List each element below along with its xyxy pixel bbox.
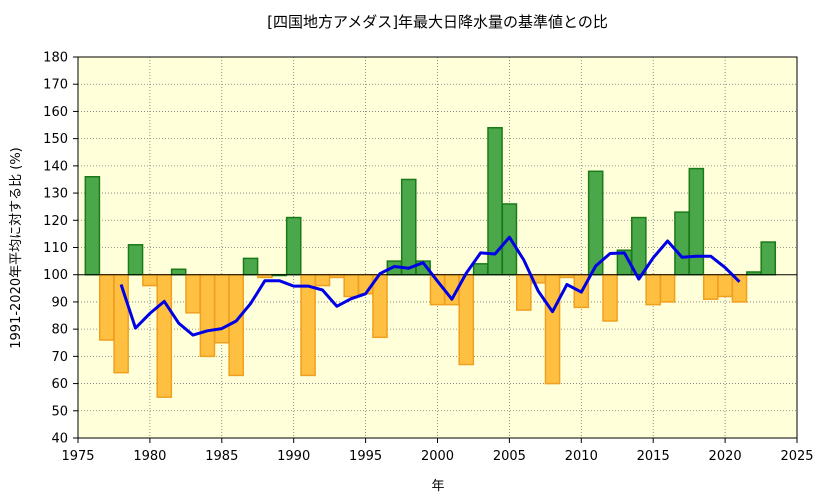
x-tick-label: 2025 (780, 449, 813, 464)
bar-1996 (372, 273, 388, 339)
x-tick-label: 1990 (277, 449, 310, 464)
bar-2016 (659, 273, 676, 303)
bar-1978 (113, 273, 129, 374)
y-tick-label: 80 (51, 323, 68, 338)
bar-1994 (343, 273, 360, 298)
grid-lines (78, 57, 797, 438)
x-tick-label: 2005 (493, 449, 526, 464)
x-tick-label: 2000 (421, 449, 454, 464)
bar-2018 (688, 167, 705, 276)
y-tick-label: 180 (43, 51, 68, 66)
x-tick-label: 1975 (61, 449, 94, 464)
x-tick-label: 1985 (205, 449, 238, 464)
x-tick-label: 1980 (133, 449, 166, 464)
bar-2020 (717, 273, 733, 298)
bar-1977 (98, 273, 115, 341)
bar-2019 (702, 273, 719, 300)
bar-1983 (185, 273, 201, 314)
y-tick-label: 40 (51, 432, 68, 447)
bar-2008 (544, 273, 561, 385)
y-tick-label: 130 (43, 187, 68, 202)
bar-1998 (400, 178, 417, 276)
y-tick-label: 70 (51, 350, 68, 365)
y-tick-label: 60 (51, 377, 68, 392)
y-axis-title: 1991-2020年平均に対する比 (%) (9, 147, 24, 349)
bar-2012 (602, 273, 618, 322)
bar-1980 (142, 273, 158, 287)
bar-2006 (515, 273, 532, 311)
y-tick-label: 50 (51, 404, 68, 419)
bar-1982 (170, 268, 187, 276)
series-line (119, 235, 741, 337)
bar-1976 (84, 175, 101, 276)
bar-2015 (645, 273, 661, 306)
y-tick-label: 100 (43, 268, 68, 283)
bar-1992 (314, 273, 331, 287)
bar-1985 (214, 273, 230, 344)
y-tick-label: 150 (43, 132, 68, 147)
x-tick-label: 1995 (349, 449, 382, 464)
bar-2003 (472, 263, 489, 276)
y-tick-label: 110 (43, 241, 68, 256)
y-tick-label: 170 (43, 78, 68, 93)
bar-1987 (242, 257, 259, 276)
axis-ticks: 1975 1980 1985 1990 1995 2000 2005 2010 2015 2020… (43, 51, 813, 465)
y-tick-label: 90 (51, 295, 68, 310)
x-tick-label: 2010 (565, 449, 598, 464)
bar-1995 (357, 273, 374, 295)
bar-1984 (199, 273, 216, 358)
chart-title: [四国地方アメダス]年最大日降水量の基準値との比 (267, 13, 608, 31)
x-tick-label: 2020 (709, 449, 742, 464)
bars-group (84, 127, 777, 398)
y-tick-label: 160 (43, 105, 68, 120)
bar-2011 (587, 170, 604, 276)
bar-1979 (127, 244, 144, 276)
bar-1981 (156, 273, 173, 398)
x-axis-title: 年 (431, 479, 444, 494)
bar-2014 (631, 216, 647, 276)
bar-2023 (760, 241, 777, 276)
bar-2002 (458, 273, 475, 366)
bar-1990 (285, 216, 302, 276)
bar-1991 (300, 273, 316, 377)
y-tick-label: 120 (43, 214, 68, 229)
y-tick-label: 140 (43, 159, 68, 174)
bar-2017 (674, 211, 690, 276)
x-tick-label: 2015 (637, 449, 670, 464)
